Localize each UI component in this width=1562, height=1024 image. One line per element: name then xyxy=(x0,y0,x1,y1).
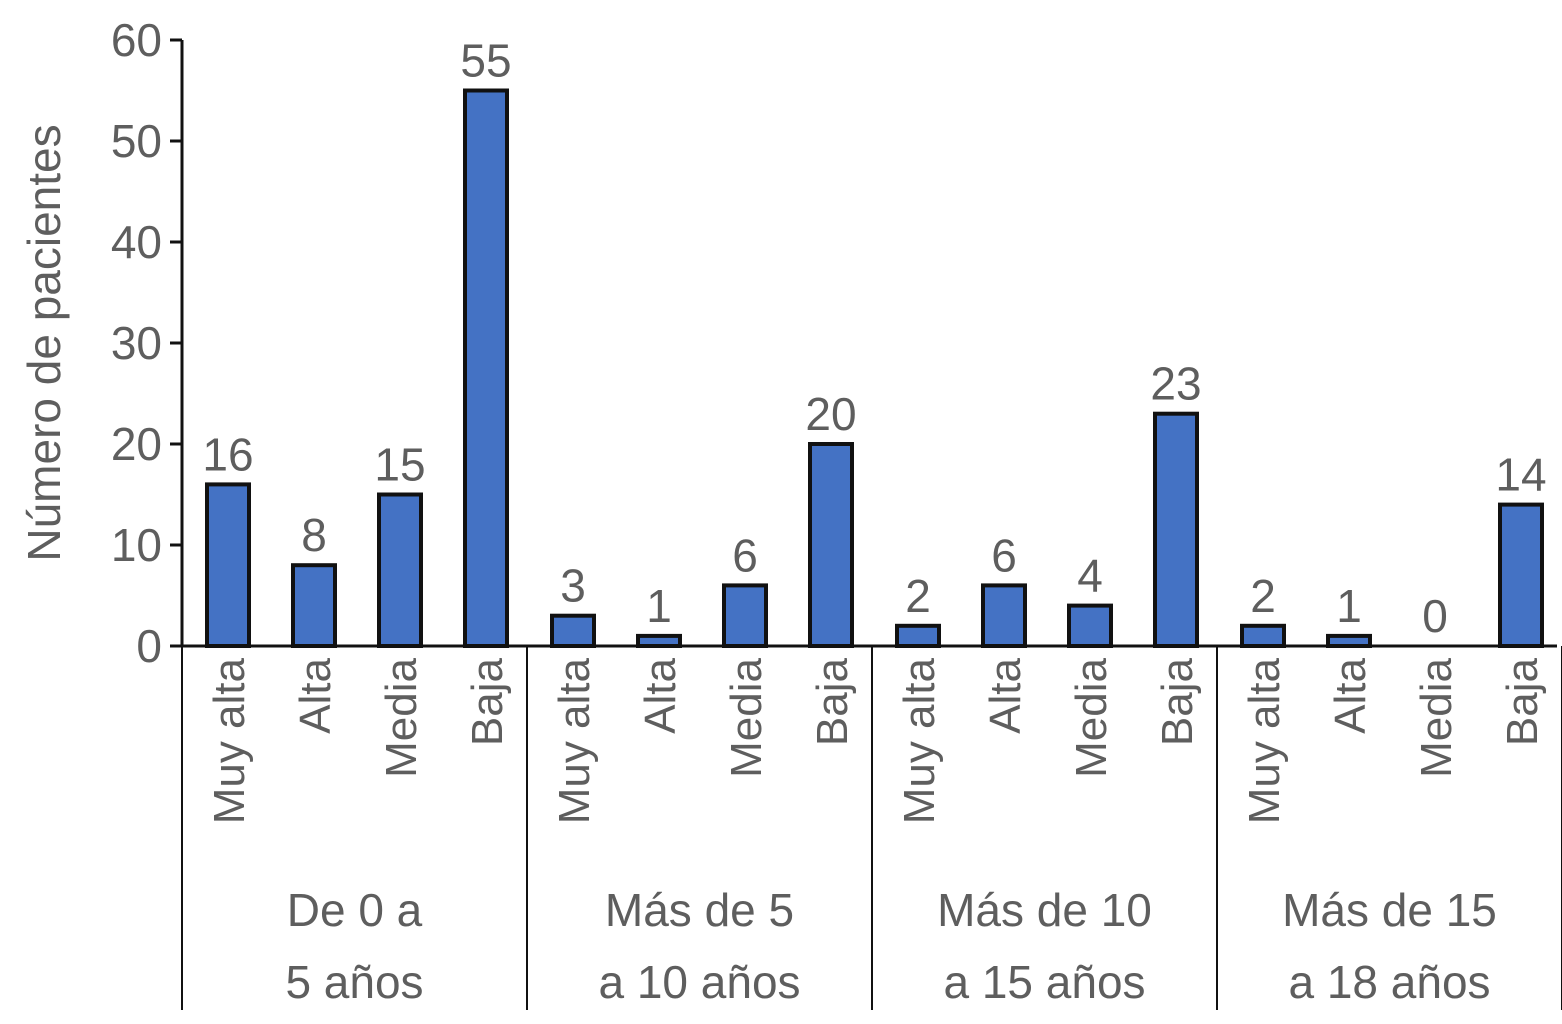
bar xyxy=(808,442,854,648)
category-label: Media xyxy=(377,657,426,777)
y-tick-label: 20 xyxy=(111,418,162,470)
category-label: Baja xyxy=(463,657,512,746)
x-axis: Muy alta Alta Media Baja De 0 a 5 años Muy alt… xyxy=(181,644,1562,1010)
group-label: a 10 años xyxy=(598,956,800,1008)
category-label: Alta xyxy=(636,657,685,733)
bar-value-label: 15 xyxy=(374,439,425,491)
category-label: Media xyxy=(1067,657,1116,777)
group-label: Más de 15 xyxy=(1282,884,1497,936)
group-label: 5 años xyxy=(285,956,423,1008)
bar-value-label: 20 xyxy=(805,388,856,440)
group-label: De 0 a xyxy=(287,884,423,936)
bar xyxy=(636,633,682,649)
category-label: Muy alta xyxy=(550,657,599,824)
y-tick-label: 10 xyxy=(111,519,162,571)
bar-value-label: 2 xyxy=(905,570,931,622)
category-label: Alta xyxy=(1326,657,1375,733)
y-tick-label: 50 xyxy=(111,115,162,167)
group-label: a 15 años xyxy=(943,956,1145,1008)
bar-value-label: 14 xyxy=(1495,449,1546,501)
category-label: Muy alta xyxy=(205,657,254,824)
category-label: Baja xyxy=(808,657,857,746)
y-tick-label: 0 xyxy=(136,620,162,672)
category-label: Muy alta xyxy=(1240,657,1289,824)
category-label: Alta xyxy=(291,657,340,733)
bar xyxy=(377,492,423,648)
bar xyxy=(550,613,596,649)
bar xyxy=(1326,633,1372,649)
bar xyxy=(463,88,509,648)
y-tick-label: 40 xyxy=(111,216,162,268)
bar xyxy=(1067,603,1113,648)
y-tick-label: 30 xyxy=(111,317,162,369)
category-label: Muy alta xyxy=(895,657,944,824)
category-label: Baja xyxy=(1498,657,1547,746)
bar-value-label: 16 xyxy=(202,428,253,480)
y-axis: 0 10 20 30 40 50 60 xyxy=(111,14,184,672)
bar xyxy=(1153,411,1199,649)
bar-value-label: 1 xyxy=(646,580,672,632)
group-label: Más de 5 xyxy=(605,884,794,936)
group-label: a 18 años xyxy=(1288,956,1490,1008)
bar-value-label: 23 xyxy=(1150,358,1201,410)
bar-value-label: 6 xyxy=(991,529,1017,581)
bar xyxy=(1498,502,1544,648)
bar-value-label: 4 xyxy=(1077,550,1103,602)
y-axis-title: Número de pacientes xyxy=(18,124,70,561)
bar-value-label: 55 xyxy=(460,35,511,87)
y-tick-label: 60 xyxy=(111,14,162,66)
bar-value-label: 6 xyxy=(732,529,758,581)
bar xyxy=(205,482,251,648)
category-label: Alta xyxy=(981,657,1030,733)
bar xyxy=(722,583,768,649)
bar-value-label: 2 xyxy=(1250,570,1276,622)
bar-value-label: 3 xyxy=(560,560,586,612)
category-label: Media xyxy=(1412,657,1461,777)
bar xyxy=(981,583,1027,649)
category-label: Baja xyxy=(1153,657,1202,746)
group-label: Más de 10 xyxy=(937,884,1152,936)
bar-value-label: 0 xyxy=(1422,590,1448,642)
bar-value-label: 8 xyxy=(301,509,327,561)
category-label: Media xyxy=(722,657,771,777)
bar xyxy=(895,623,941,648)
bar xyxy=(291,563,337,649)
bar-value-label: 1 xyxy=(1336,580,1362,632)
bar xyxy=(1240,623,1286,648)
